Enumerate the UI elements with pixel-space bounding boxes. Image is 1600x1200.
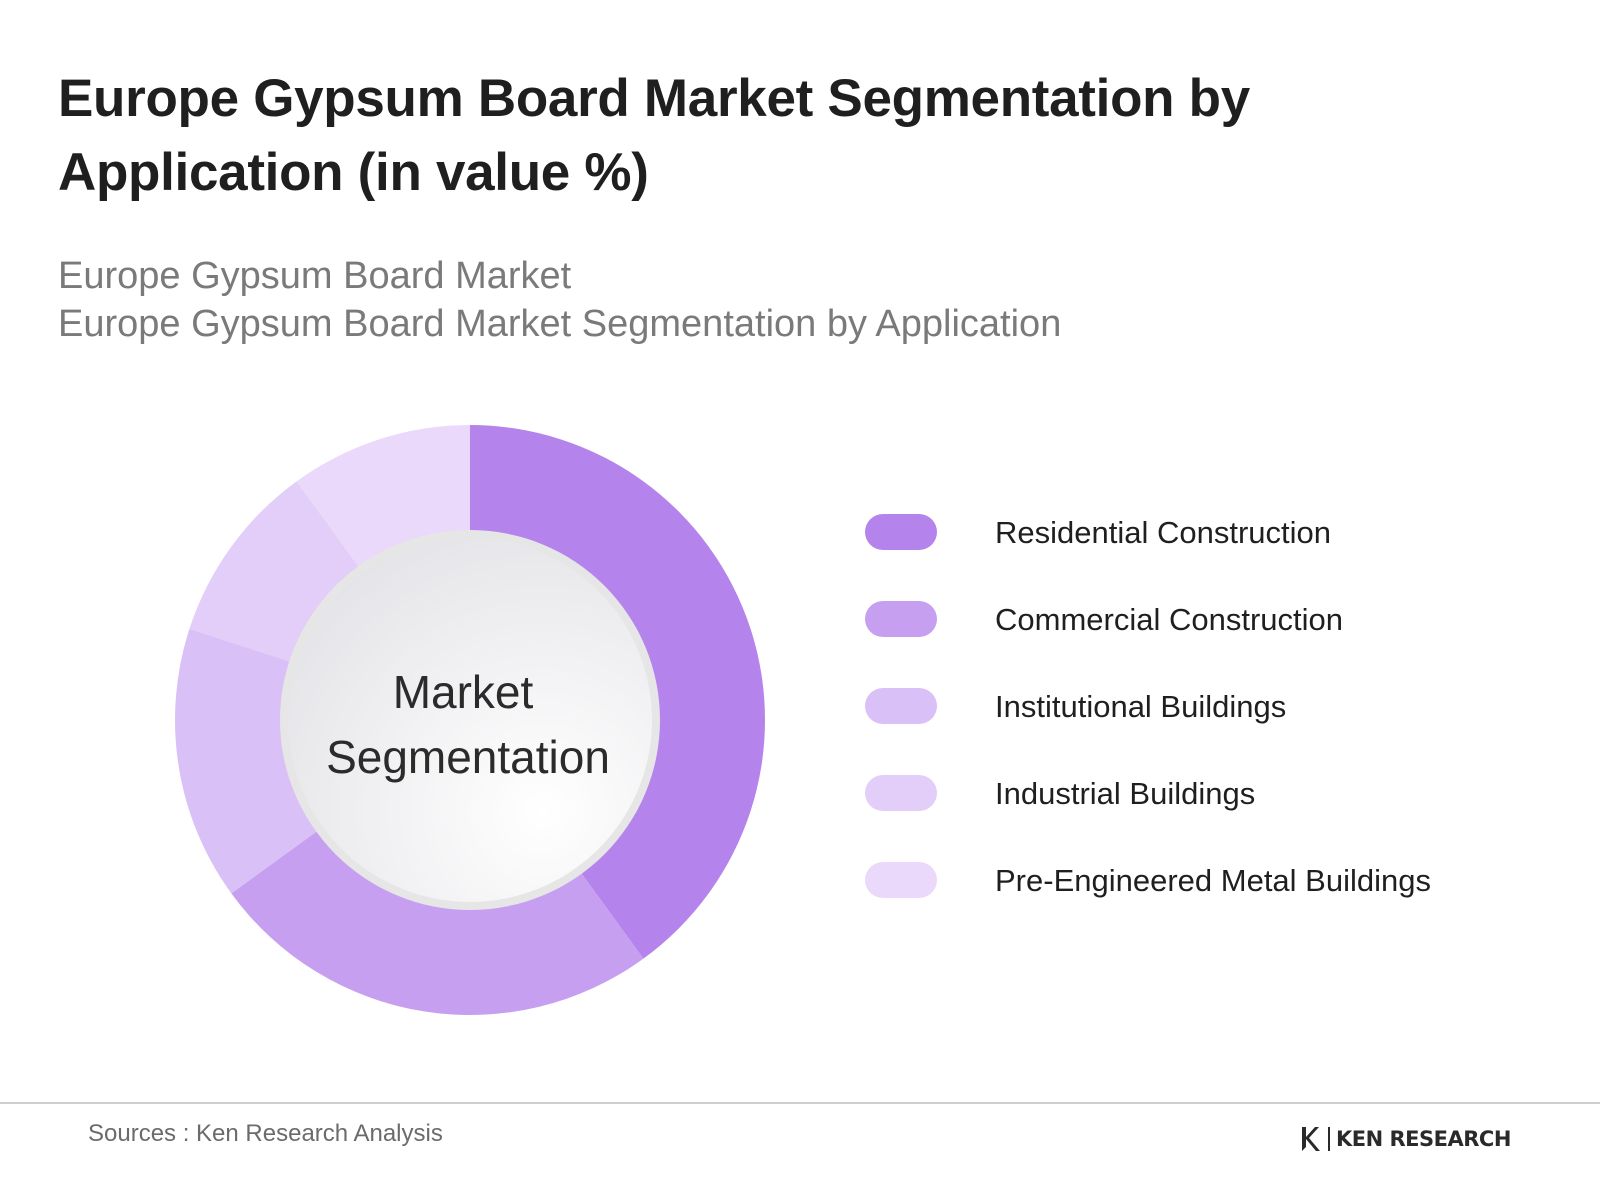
donut-slice-pre-engineered-metal-buildings [296, 425, 470, 570]
legend-label-pre-engineered-metal-buildings: Pre-Engineered Metal Buildings [995, 863, 1431, 898]
subtitle-line-2: Europe Gypsum Board Market Segmentation … [58, 303, 1062, 345]
legend-label-institutional-buildings: Institutional Buildings [995, 689, 1286, 724]
center-label-line-2: Segmentation [326, 731, 610, 783]
donut-chart: Market Segmentation Residential Construc… [174, 425, 1431, 1015]
donut-slice-commercial-construction [231, 829, 644, 1015]
legend-label-industrial-buildings: Industrial Buildings [995, 776, 1255, 811]
legend-swatch-institutional-buildings [865, 688, 937, 724]
chart-subtitle: Europe Gypsum Board Market Europe Gypsum… [58, 252, 1358, 348]
legend-swatch-residential-construction [865, 514, 937, 550]
legend-swatch-commercial-construction [865, 601, 937, 637]
ken-research-k-icon [1302, 1127, 1320, 1151]
ken-research-logo: KEN RESEARCH [1300, 1122, 1511, 1156]
legend-swatch-industrial-buildings [865, 775, 937, 811]
footer-divider [0, 1102, 1600, 1104]
logo-text: KEN RESEARCH [1336, 1127, 1511, 1151]
legend-swatch-pre-engineered-metal-buildings [865, 862, 937, 898]
source-note: Sources : Ken Research Analysis [88, 1120, 443, 1147]
center-label-line-1: Market [393, 666, 534, 718]
chart-legend: Residential Construction Commercial Const… [865, 514, 1431, 898]
donut-slice-residential-construction [470, 425, 766, 959]
donut-center-disc [288, 538, 652, 902]
legend-label-commercial-construction: Commercial Construction [995, 602, 1343, 637]
chart-title: Europe Gypsum Board Market Segmentation … [58, 69, 1250, 202]
legend-label-residential-construction: Residential Construction [995, 515, 1331, 550]
logo-divider [1328, 1127, 1330, 1151]
donut-slices [174, 425, 766, 1015]
donut-slice-industrial-buildings [189, 481, 361, 663]
subtitle-line-1: Europe Gypsum Board Market [58, 255, 572, 297]
